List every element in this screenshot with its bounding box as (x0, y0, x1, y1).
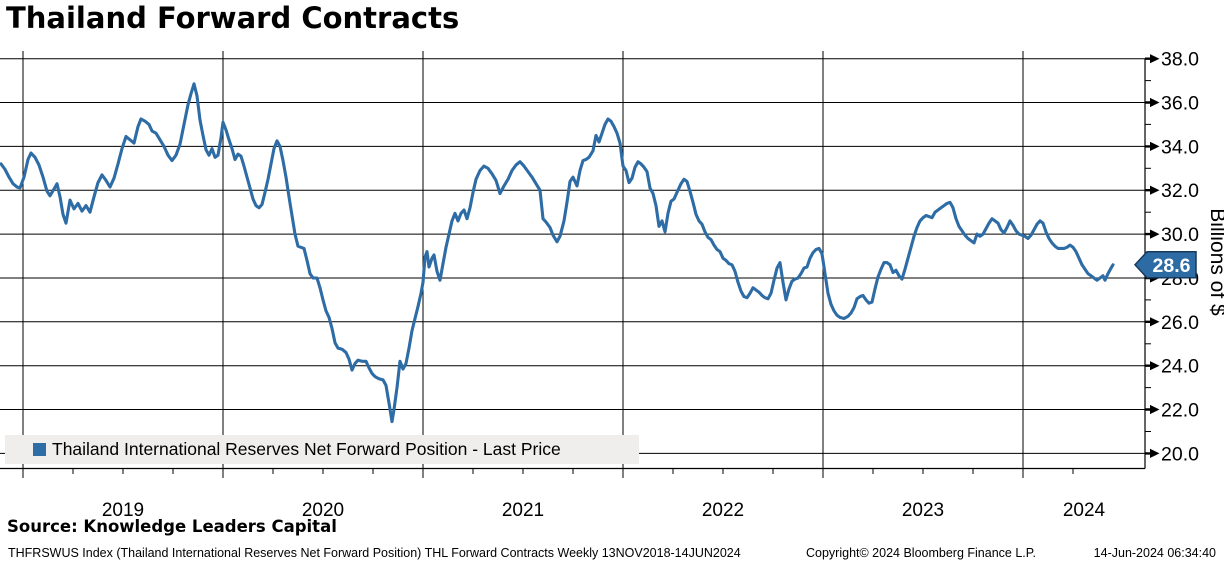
y-tick-label: 38.0 (1161, 49, 1199, 71)
footer-timestamp: 14-Jun-2024 06:34:40 (1093, 546, 1216, 560)
y-tick-label: 26.0 (1161, 312, 1199, 334)
y-tick-arrow-icon (1145, 361, 1160, 371)
y-tick-label: 30.0 (1161, 224, 1199, 246)
x-tick-label: 2023 (902, 500, 944, 521)
y-tick-arrow-icon (1145, 185, 1160, 195)
y-tick-label: 24.0 (1161, 356, 1199, 378)
y-axis-title: Billions of $ (1206, 208, 1224, 316)
x-tick-label: 2020 (302, 500, 344, 521)
y-tick-arrow-icon (1145, 448, 1160, 459)
x-tick-label: 2024 (1063, 500, 1106, 521)
y-tick-arrow-icon (1145, 141, 1160, 152)
legend-label: Thailand International Reserves Net Forw… (52, 439, 561, 459)
price-line (0, 82, 1115, 424)
y-tick-arrow-icon (1145, 229, 1160, 239)
y-tick-label: 22.0 (1161, 400, 1199, 422)
y-tick-arrow-icon (1145, 54, 1160, 64)
legend-swatch-icon (33, 443, 46, 456)
y-tick-label: 20.0 (1161, 443, 1199, 465)
y-tick-arrow-icon (1145, 404, 1160, 415)
source-label: Source: Knowledge Leaders Capital (7, 517, 337, 536)
y-tick-label: 36.0 (1161, 93, 1199, 115)
footer-index-info: THFRSWUS Index (Thailand International R… (8, 546, 741, 560)
page-title: Thailand Forward Contracts (6, 1, 460, 35)
x-tick-label: 2022 (702, 500, 744, 521)
y-tick-arrow-icon (1145, 317, 1160, 327)
footer: THFRSWUS Index (Thailand International R… (0, 546, 1224, 564)
x-tick-label: 2021 (502, 500, 544, 521)
footer-copyright: Copyright© 2024 Bloomberg Finance L.P. (806, 546, 1036, 560)
last-price-label: 28.6 (1153, 255, 1191, 277)
x-tick-label: 2019 (102, 500, 144, 521)
y-tick-label: 32.0 (1161, 180, 1199, 202)
legend-item[interactable]: Thailand International Reserves Net Forw… (5, 435, 639, 464)
last-price-tag (1133, 251, 1197, 279)
y-tick-arrow-icon (1145, 97, 1160, 108)
y-tick-label: 34.0 (1161, 136, 1199, 158)
